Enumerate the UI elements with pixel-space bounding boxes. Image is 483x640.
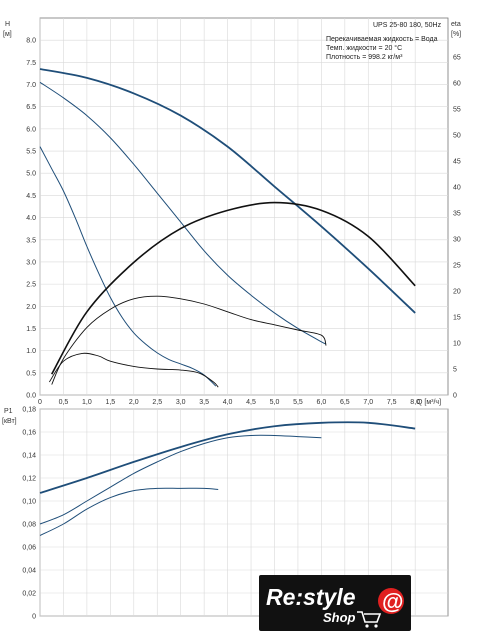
eta-axis-label: eta bbox=[451, 21, 461, 28]
efficiency-curve-1 bbox=[51, 201, 416, 375]
y-tick-label: 3.0 bbox=[26, 259, 36, 266]
y-tick-label: 2.5 bbox=[26, 282, 36, 289]
eta-tick-label: 65 bbox=[453, 55, 461, 62]
top-grid bbox=[39, 18, 448, 396]
y-tick-label: 7.0 bbox=[26, 82, 36, 89]
x-tick-label: 7,5 bbox=[387, 399, 397, 406]
top-plot: 0 0,5 1,0 1,5 2,0 2,5 3,0 3,5 4,0 4,5 5,0 5,5 6,0 6,5… bbox=[3, 17, 461, 406]
eta-tick-label: 0 bbox=[453, 393, 457, 400]
x-tick-label: 2,0 bbox=[129, 399, 139, 406]
power-tick-label: 0,18 bbox=[22, 407, 36, 414]
top-x-ticks: 0 0,5 1,0 1,5 2,0 2,5 3,0 3,5 4,0 4,5 5,0 5,5 6,0 6,5… bbox=[38, 399, 420, 406]
y-tick-label: 2.0 bbox=[26, 304, 36, 311]
bottom-curves bbox=[39, 421, 416, 536]
power-tick-label: 0,14 bbox=[22, 453, 36, 460]
head-axis-label-unit: [м] bbox=[3, 31, 12, 38]
y-tick-label: 0.5 bbox=[26, 370, 36, 377]
y-tick-label: 6.5 bbox=[26, 104, 36, 111]
density-label: Плотность = 998.2 кг/м³ bbox=[326, 54, 403, 61]
eta-tick-label: 5 bbox=[453, 367, 457, 374]
restyle-logo: Re:style Shop @ bbox=[259, 575, 411, 631]
y-tick-label: 7.5 bbox=[26, 60, 36, 67]
efficiency-curve-2 bbox=[51, 295, 327, 385]
power-tick-label: 0,12 bbox=[22, 476, 36, 483]
x-tick-label: 8,0 bbox=[410, 399, 420, 406]
x-tick-label: 7,0 bbox=[363, 399, 373, 406]
y-tick-label: 1.5 bbox=[26, 326, 36, 333]
y-tick-label: 4.0 bbox=[26, 215, 36, 222]
eta-tick-label: 40 bbox=[453, 185, 461, 192]
x-tick-label: 1,5 bbox=[105, 399, 115, 406]
cart-wheel-right bbox=[374, 624, 378, 628]
cart-icon bbox=[357, 611, 382, 623]
x-tick-label: 0 bbox=[38, 399, 42, 406]
bottom-y-ticks: 0 0,02 0,04 0,06 0,08 0,10 0,12 0,14 0,16 0,18 bbox=[22, 407, 36, 621]
power-curve-2 bbox=[39, 434, 322, 525]
eta-tick-label: 15 bbox=[453, 315, 461, 322]
x-tick-label: 2,5 bbox=[152, 399, 162, 406]
x-tick-label: 5,0 bbox=[270, 399, 280, 406]
top-y2-ticks: 0 5 10 15 20 25 30 35 40 45 50 55 60 65 bbox=[453, 55, 461, 400]
x-tick-label: 4,0 bbox=[223, 399, 233, 406]
top-y-ticks: 0.0 0.5 1.0 1.5 2.0 2.5 3.0 3.5 4.0 4.5 5.0 5.5 6.0 6… bbox=[26, 38, 36, 400]
eta-tick-label: 25 bbox=[453, 263, 461, 270]
eta-tick-label: 10 bbox=[453, 341, 461, 348]
y-tick-label: 0.0 bbox=[26, 393, 36, 400]
power-axis-label-p1: P1 bbox=[4, 408, 13, 415]
at-icon bbox=[378, 588, 404, 614]
x-tick-label: 1,0 bbox=[82, 399, 92, 406]
logo-background bbox=[259, 575, 411, 631]
x-tick-label: 0,5 bbox=[59, 399, 69, 406]
head-curve-3 bbox=[39, 146, 217, 387]
y-tick-label: 3.5 bbox=[26, 237, 36, 244]
x-tick-label: 4,5 bbox=[246, 399, 256, 406]
x-tick-label: 5,5 bbox=[293, 399, 303, 406]
y-tick-label: 1.0 bbox=[26, 348, 36, 355]
eta-tick-label: 55 bbox=[453, 107, 461, 114]
power-curve-1 bbox=[39, 421, 416, 494]
power-tick-label: 0 bbox=[32, 614, 36, 621]
y-tick-label: 6.0 bbox=[26, 126, 36, 133]
power-tick-label: 0,08 bbox=[22, 522, 36, 529]
y-tick-label: 5.0 bbox=[26, 171, 36, 178]
power-axis-label-unit: [кВт] bbox=[2, 418, 17, 425]
temperature-label: Темп. жидкости = 20 °C bbox=[326, 44, 402, 52]
eta-tick-label: 35 bbox=[453, 211, 461, 218]
y-tick-label: 8.0 bbox=[26, 38, 36, 45]
x-tick-label: 6,0 bbox=[317, 399, 327, 406]
eta-axis-unit: [%] bbox=[451, 31, 461, 38]
eta-tick-label: 30 bbox=[453, 237, 461, 244]
power-curve-3 bbox=[39, 487, 219, 536]
x-tick-label: 6,5 bbox=[340, 399, 350, 406]
x-tick-label: 3,0 bbox=[176, 399, 186, 406]
x-tick-label: 3,5 bbox=[199, 399, 209, 406]
logo-sub-text: Shop bbox=[323, 610, 356, 625]
model-label: UPS 25-80 180, 50Hz bbox=[373, 22, 442, 29]
eta-tick-label: 50 bbox=[453, 133, 461, 140]
cart-wheel-left bbox=[365, 624, 369, 628]
flow-axis-label: Q [м³/ч] bbox=[417, 399, 441, 406]
head-curve-1 bbox=[39, 68, 416, 314]
efficiency-curve-3 bbox=[49, 352, 219, 388]
head-axis-label-h: H bbox=[5, 21, 10, 28]
eta-tick-label: 45 bbox=[453, 159, 461, 166]
power-tick-label: 0,16 bbox=[22, 430, 36, 437]
y-tick-label: 5.5 bbox=[26, 149, 36, 156]
liquid-label: Перекачиваемая жидкость = Вода bbox=[326, 36, 438, 43]
logo-at-text: @ bbox=[382, 589, 403, 614]
y-tick-label: 4.5 bbox=[26, 193, 36, 200]
power-tick-label: 0,04 bbox=[22, 568, 36, 575]
power-tick-label: 0,02 bbox=[22, 591, 36, 598]
logo-main-text: Re:style bbox=[266, 584, 356, 610]
eta-tick-label: 60 bbox=[453, 81, 461, 88]
eta-tick-label: 20 bbox=[453, 289, 461, 296]
power-tick-label: 0,06 bbox=[22, 545, 36, 552]
top-curves bbox=[39, 68, 416, 388]
power-tick-label: 0,10 bbox=[22, 499, 36, 506]
head-curve-2 bbox=[39, 81, 327, 345]
